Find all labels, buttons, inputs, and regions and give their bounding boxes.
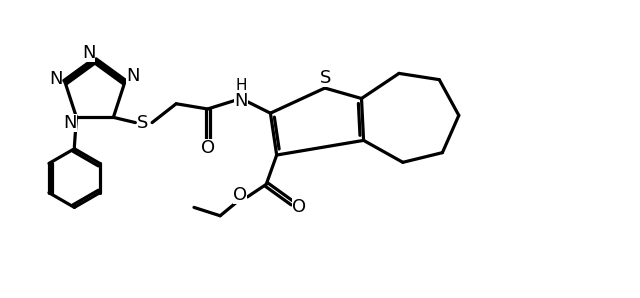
Text: S: S: [320, 69, 332, 87]
Text: N: N: [63, 114, 77, 132]
Text: N: N: [234, 91, 248, 110]
Text: O: O: [233, 186, 247, 204]
Text: N: N: [82, 44, 95, 62]
Text: O: O: [292, 198, 306, 216]
Text: S: S: [137, 114, 148, 132]
Text: N: N: [127, 67, 140, 85]
Text: N: N: [49, 70, 62, 88]
Text: O: O: [200, 139, 214, 157]
Text: H: H: [236, 78, 247, 94]
